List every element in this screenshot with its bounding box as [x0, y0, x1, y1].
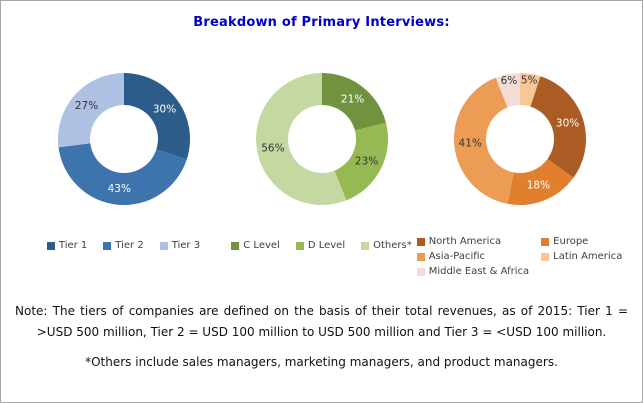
donut-slice-latin-america — [519, 73, 540, 107]
legend-item-middle-east-africa: Middle East & Africa — [416, 266, 530, 277]
others-footnote: *Others include sales managers, marketin… — [85, 355, 558, 369]
legend-item-others: Others* — [361, 240, 412, 251]
legend-item-tier-3: Tier 3 — [159, 240, 201, 251]
legend-swatch-icon — [295, 241, 304, 250]
legend-swatch-icon — [416, 252, 425, 261]
donut-value-label-europe: 18% — [526, 180, 549, 192]
donut-slice-c-level — [321, 73, 386, 131]
chart-company-tiers: 30% 43% 27% Tier 1 Tier 2 Tier 3 — [25, 64, 223, 277]
legend-swatch-icon — [361, 241, 370, 250]
donut-chart-company-tiers: 30% 43% 27% — [57, 73, 190, 206]
donut-slice-d-level — [334, 122, 388, 201]
legend-regions: North America Europe Asia-Pacific Latin Ame… — [416, 236, 622, 277]
donut-chart-regions: 5% 30% 18% 41% 6% — [453, 73, 586, 205]
legend-label: Tier 2 — [115, 240, 144, 251]
legend-item-north-america: North America — [416, 236, 529, 247]
legend-label: Europe — [553, 236, 589, 247]
donut-value-label-tier-3: 27% — [74, 100, 97, 112]
legend-label: Others* — [373, 240, 412, 251]
charts-row: 30% 43% 27% Tier 1 Tier 2 Tier 3 21% 23% 56% C… — [1, 64, 642, 277]
donut-value-label-c-level: 21% — [340, 94, 363, 106]
legend-item-c-level: C Level — [231, 240, 280, 251]
chart-designations: 21% 23% 56% C Level D Level Others* — [223, 64, 421, 277]
donut-slice-tier-1 — [123, 73, 190, 160]
legend-swatch-icon — [159, 241, 168, 250]
legend-swatch-icon — [103, 241, 112, 250]
donut-value-label-others: 56% — [261, 142, 284, 154]
legend-swatch-icon — [231, 241, 240, 250]
donut-value-label-d-level: 23% — [354, 156, 377, 168]
legend-label: North America — [428, 236, 502, 247]
legend-label: C Level — [243, 240, 280, 251]
legend-label: Asia-Pacific — [428, 251, 486, 262]
donut-slice-others — [255, 73, 346, 205]
legend-item-asia-pacific: Asia-Pacific — [416, 251, 529, 262]
legend-swatch-icon — [416, 267, 425, 276]
chart-regions: 5% 30% 18% 41% 6% North America Europe Asia-Pa… — [416, 64, 622, 277]
legend-item-europe: Europe — [541, 236, 622, 247]
legend-label: Tier 3 — [171, 240, 201, 251]
legend-company-tiers: Tier 1 Tier 2 Tier 3 — [46, 240, 201, 251]
legend-item-tier-2: Tier 2 — [103, 240, 144, 251]
legend-swatch-icon — [416, 237, 425, 246]
donut-slice-tier-2 — [58, 143, 187, 206]
legend-item-d-level: D Level — [295, 240, 346, 251]
donut-slice-tier-3 — [57, 73, 124, 148]
donut-value-label-middle-east-africa: 6% — [500, 75, 517, 87]
donut-value-label-tier-1: 30% — [152, 104, 175, 116]
donut-value-label-north-america: 30% — [555, 118, 578, 130]
donut-slice-north-america — [530, 76, 586, 178]
donut-chart-designations: 21% 23% 56% — [255, 73, 388, 205]
donut-slice-middle-east-africa — [495, 73, 520, 108]
legend-designations: C Level D Level Others* — [231, 240, 412, 251]
figure-title: Breakdown of Primary Interviews: — [193, 15, 450, 30]
legend-swatch-icon — [541, 237, 550, 246]
legend-item-tier-1: Tier 1 — [46, 240, 88, 251]
legend-swatch-icon — [541, 252, 550, 261]
donut-value-label-latin-america: 5% — [520, 75, 537, 87]
legend-label: Middle East & Africa — [428, 266, 530, 277]
legend-item-latin-america: Latin America — [541, 251, 622, 262]
legend-label: D Level — [307, 240, 346, 251]
tiers-note: Note: The tiers of companies are defined… — [15, 304, 628, 339]
donut-slice-europe — [507, 158, 573, 205]
donut-value-label-tier-2: 43% — [107, 183, 130, 195]
legend-label: Tier 1 — [58, 240, 88, 251]
donut-slice-asia-pacific — [453, 77, 514, 204]
legend-label: Latin America — [553, 251, 623, 262]
donut-value-label-asia-pacific: 41% — [458, 138, 481, 150]
legend-swatch-icon — [46, 241, 55, 250]
